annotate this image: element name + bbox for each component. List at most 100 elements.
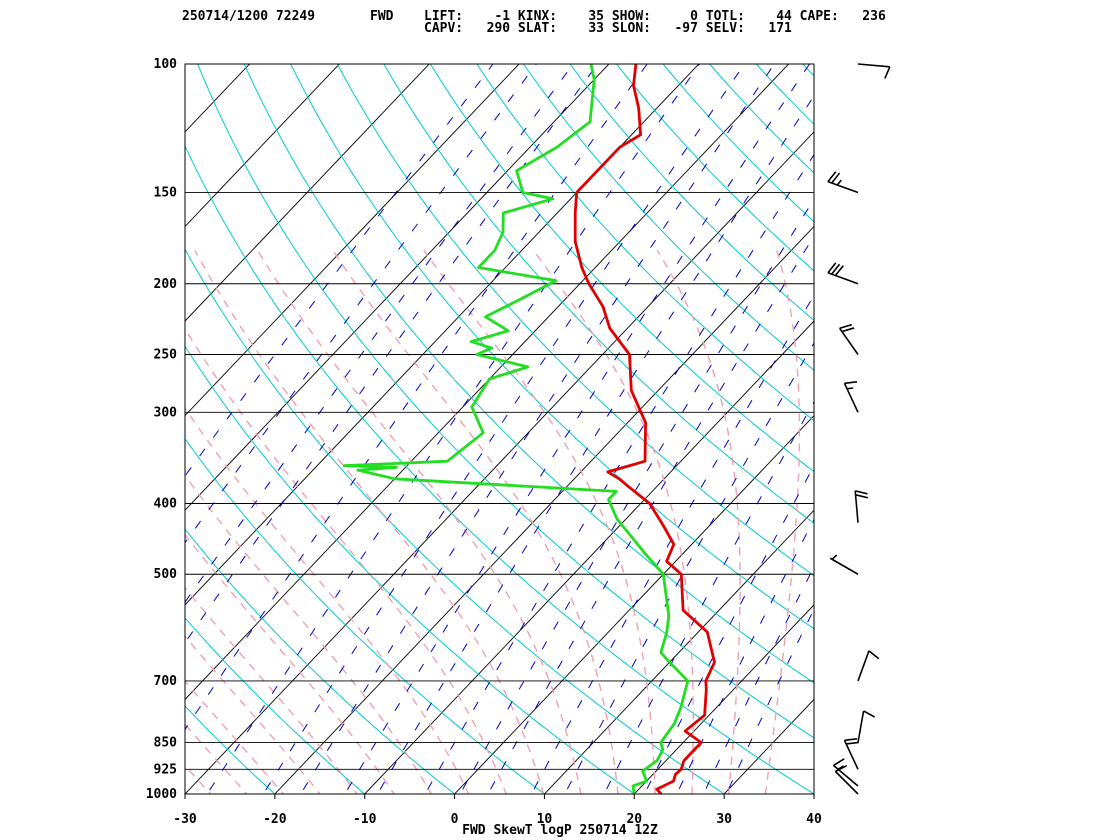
sounding-profiles [342, 64, 716, 794]
isotherm-line [274, 225, 814, 794]
pressure-tick-label: 250 [154, 347, 178, 362]
header-indices-row2: CAPV: 290 SLAT: 33 SLON: -97 SELV: 171 [424, 21, 792, 36]
isotherm-line [185, 131, 814, 794]
isotherm-line [185, 64, 251, 133]
mixing-ratio-line [725, 608, 814, 794]
mixing-ratio-line [300, 64, 775, 794]
wind-barb [832, 758, 859, 787]
wind-barb-flag [844, 381, 858, 385]
dry-adiabat-line [185, 528, 456, 794]
dry-adiabat-line [336, 64, 814, 577]
wind-barb [857, 710, 876, 743]
wind-barb-flag [855, 494, 869, 499]
wind-barb-staff [857, 650, 870, 682]
pressure-tick-label: 150 [154, 186, 178, 201]
wind-barb-staff [854, 490, 859, 523]
wind-barb [834, 765, 859, 795]
moist-adiabat-line [257, 249, 582, 794]
mixing-ratio-line [206, 64, 701, 794]
mixing-ratio-line [702, 565, 814, 794]
isotherm-line [185, 64, 790, 701]
wind-barb [838, 323, 859, 355]
plot-frame [184, 63, 815, 795]
wind-barb-flag [833, 758, 845, 767]
dry-adiabat-line [429, 64, 814, 473]
dry-adiabat-line [197, 64, 814, 739]
wind-barb-flag [846, 741, 859, 745]
wind-barb [829, 554, 859, 575]
dry-adiabat-line [879, 48, 1120, 810]
wind-barb [857, 650, 880, 682]
wind-barb-flag [855, 490, 868, 495]
x-axis-ticks: -30 -20 -10 0 10 20 30 40 [173, 794, 822, 827]
isotherm-line [889, 48, 1120, 810]
isotherm-line [453, 415, 814, 794]
mixing-ratio-line [487, 235, 814, 794]
wind-barb-flag [839, 323, 852, 330]
wind-barb-staff [832, 764, 859, 787]
dry-adiabat-line [522, 64, 814, 371]
wind-barb [843, 381, 859, 413]
x-tick-label: 20 [626, 812, 642, 827]
isotherm-line [185, 64, 340, 228]
pressure-tick-label: 200 [154, 277, 178, 292]
wind-barb-flag [827, 262, 837, 274]
dry-adiabat-line [185, 248, 726, 794]
wind-barb-half-flag [846, 387, 854, 390]
moist-adiabat-line [185, 533, 395, 794]
pressure-tick-label: 700 [154, 674, 178, 689]
x-tick-label: -30 [173, 812, 197, 827]
moist-adiabat-line [332, 249, 619, 794]
pressure-tick-label: 850 [154, 735, 178, 750]
wind-barb-staff [838, 327, 859, 355]
wind-barb-flag [844, 738, 858, 742]
wind-barb-staff [843, 382, 859, 413]
mixing-ratio-line [530, 294, 814, 794]
isobar-lines [185, 63, 814, 795]
mixing-ratio-line [185, 64, 648, 731]
dry-adiabat-line [0, 48, 110, 810]
mixing-ratio-line [603, 400, 814, 794]
wind-barb-flag [831, 263, 841, 275]
dry-adiabat-line [662, 64, 814, 223]
isotherm-line [543, 509, 814, 794]
wind-barb-staff [857, 63, 890, 68]
dry-adiabat-line [615, 64, 814, 272]
isotherm-line [364, 320, 814, 794]
dry-adiabat-line [802, 64, 814, 77]
pressure-tick-label: 925 [154, 762, 177, 777]
isotherm-line [185, 64, 430, 322]
dry-adiabat-line [185, 705, 276, 794]
moist-adiabat-line [185, 474, 433, 794]
moist-adiabat-line [532, 249, 694, 794]
mixing-ratio-line [644, 464, 814, 794]
wind-barb [827, 171, 859, 194]
mixing-ratio-line [185, 64, 598, 644]
dewpoint-profile-line [342, 64, 690, 794]
dry-adiabat-line [185, 144, 814, 794]
pressure-axis-ticks: 100 150 200 250 300 400 500 700 850 925 1000 [146, 57, 177, 802]
dry-adiabat-line [755, 64, 814, 125]
dry-adiabat-line [476, 64, 814, 422]
moist-adiabat-line [185, 327, 507, 794]
mixing-ratio-line [564, 342, 814, 794]
temperature-profile-line [573, 64, 716, 794]
background-lines [0, 48, 1120, 810]
dry-adiabat-line [185, 345, 636, 794]
moist-adiabat-line [185, 406, 470, 794]
moist-adiabat-line [764, 250, 801, 794]
wind-barb-half-flag [831, 554, 838, 560]
moist-adiabat-line [185, 586, 358, 794]
x-axis-label: FWD SkewT logP 250714 12Z [462, 823, 658, 838]
header-indices-row1: LIFT: -1 KINX: 35 SHOW: 0 TOTL: 44 CAPE:… [424, 9, 886, 24]
wind-barb-column [827, 63, 891, 795]
dry-adiabat-line [185, 438, 546, 794]
dry-adiabat-line [185, 617, 366, 794]
wind-barb-staff [834, 770, 859, 795]
wind-barb-flag [831, 172, 841, 184]
wind-barb-flag [834, 265, 844, 277]
mixing-ratio-line [262, 64, 745, 794]
moist-adiabat-line [194, 249, 545, 794]
wind-barb [854, 490, 869, 523]
x-tick-label: -10 [353, 812, 377, 827]
